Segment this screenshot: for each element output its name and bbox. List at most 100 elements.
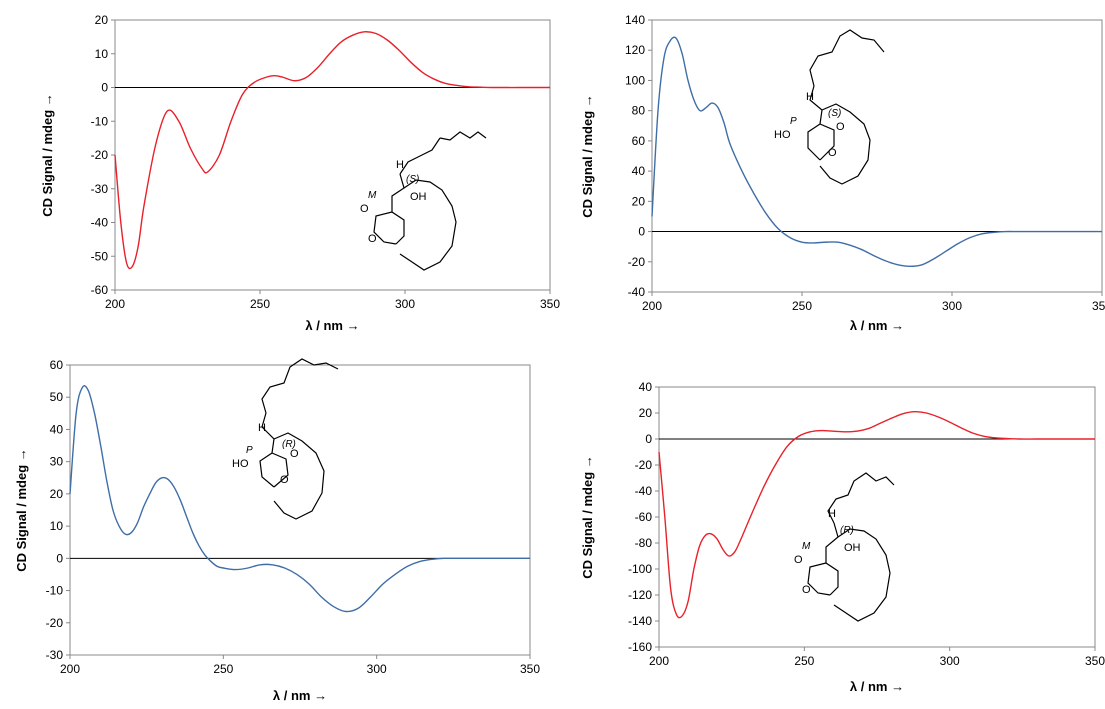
structure-m-s: H (S) M OH O O [360,131,487,271]
x-tick-label: 350 [1092,299,1105,313]
cd-series-line [114,31,550,270]
x-tick-label: 250 [792,299,812,313]
y-tick-label: -10 [46,584,64,598]
y-tick-label: -30 [91,182,109,196]
h-label: H [396,159,404,171]
structure-p-r: H (R) P HO O O [232,358,339,520]
y-tick-label: 30 [50,455,64,469]
y-tick-label: -40 [91,216,109,230]
x-tick-label: 350 [540,297,560,311]
y-tick-label: 20 [639,406,653,420]
y-tick-label: 10 [95,47,109,61]
y-tick-label: -80 [635,536,653,550]
chart-panel-3: 60 50 40 30 20 10 0 -10 -20 -30 200 250 300 350 λ / nm… [0,355,552,709]
x-axis-label: λ / nm → [850,679,904,694]
x-tick-label: 200 [649,654,669,668]
y-tick-label: -60 [91,283,109,297]
x-tick-label: 200 [105,297,125,311]
y-tick-label: 0 [638,225,645,239]
y-tick-label: 0 [101,81,108,95]
x-tick-label: 350 [1085,654,1105,668]
y-tick-label: -120 [628,588,652,602]
y-tick-label: 120 [625,43,645,57]
y-tick-label: -20 [628,255,646,269]
y-tick-label: -50 [91,249,109,263]
structure-m-r: H (R) M OH O O [794,472,895,622]
s-label: (S) [406,174,419,185]
x-tick-label: 200 [60,662,80,676]
h-label-4: H [828,508,836,520]
y-tick-label: 140 [625,13,645,27]
o-label-ring: O [368,233,377,245]
s-label-2: (S) [828,108,841,119]
oh-label: OH [410,191,427,203]
y-tick-label: 60 [50,358,64,372]
y-tick-label: 40 [639,380,653,394]
y-axis-label: CD Signal / mdeg → [40,93,55,217]
o-label-2b: O [828,147,837,159]
x-tick-label: 250 [213,662,233,676]
oh-label-4: OH [844,542,861,554]
x-tick-label: 300 [942,299,962,313]
x-axis-label: λ / nm → [850,318,904,333]
x-tick-label: 300 [940,654,960,668]
y-axis-label: CD Signal / mdeg → [14,448,29,572]
p-label-3: P [246,445,253,456]
cd-series-line [658,410,1095,619]
y-tick-label: -20 [46,616,64,630]
structure-p-s: H (S) P HO O O [774,29,885,185]
y-tick-label: 100 [625,73,645,87]
ho-label-2: HO [774,129,791,141]
y-tick-label: -40 [635,484,653,498]
y-tick-label: -60 [635,510,653,524]
y-tick-label: -40 [628,285,646,299]
y-tick-label: 50 [50,390,64,404]
m-label-4: M [802,541,811,552]
x-tick-label: 300 [367,662,387,676]
y-axis-label: CD Signal / mdeg → [580,455,595,579]
y-tick-label: 40 [632,164,646,178]
o-label-4b: O [802,584,811,596]
y-tick-label: 20 [50,487,64,501]
ho-label-3: HO [232,458,249,470]
o-label-3a: O [290,448,299,460]
x-axis-label: λ / nm → [273,688,327,703]
y-tick-label: 60 [632,134,646,148]
y-tick-label: 10 [50,519,64,533]
y-tick-label: 0 [645,432,652,446]
h-label-2: H [806,91,814,103]
chart-panel-1: 20 10 0 -10 -20 -30 -40 -50 -60 200 250 300 350 λ / n… [0,0,560,355]
h-label-3: H [258,422,266,434]
cd-series-line [651,36,1102,268]
x-tick-label: 200 [642,299,662,313]
y-tick-label: -30 [46,648,64,662]
o-label-4a: O [794,554,803,566]
y-tick-label: 0 [56,551,63,565]
x-tick-label: 250 [250,297,270,311]
y-tick-label: -20 [91,148,109,162]
x-tick-label: 300 [395,297,415,311]
y-tick-label: -140 [628,614,652,628]
y-tick-label: -20 [635,458,653,472]
chart-panel-4: 40 20 0 -20 -40 -60 -80 -100 -120 -140 -160 200 250 3… [552,355,1105,709]
r-label-4: (R) [840,525,854,536]
x-axis-label: λ / nm → [305,318,359,333]
r-label-3: (R) [282,439,296,450]
x-tick-label: 250 [794,654,814,668]
plot-frame [69,364,531,656]
y-tick-label: 20 [95,13,109,27]
o-label-2a: O [836,121,845,133]
y-tick-label: -160 [628,640,652,654]
y-axis-label: CD Signal / mdeg → [580,94,595,218]
y-tick-label: -10 [91,114,109,128]
o-label-carbonyl: O [360,203,369,215]
o-label-3b: O [280,474,289,486]
y-tick-label: -100 [628,562,652,576]
y-tick-label: 80 [632,104,646,118]
m-label: M [368,190,377,201]
x-tick-label: 350 [520,662,540,676]
